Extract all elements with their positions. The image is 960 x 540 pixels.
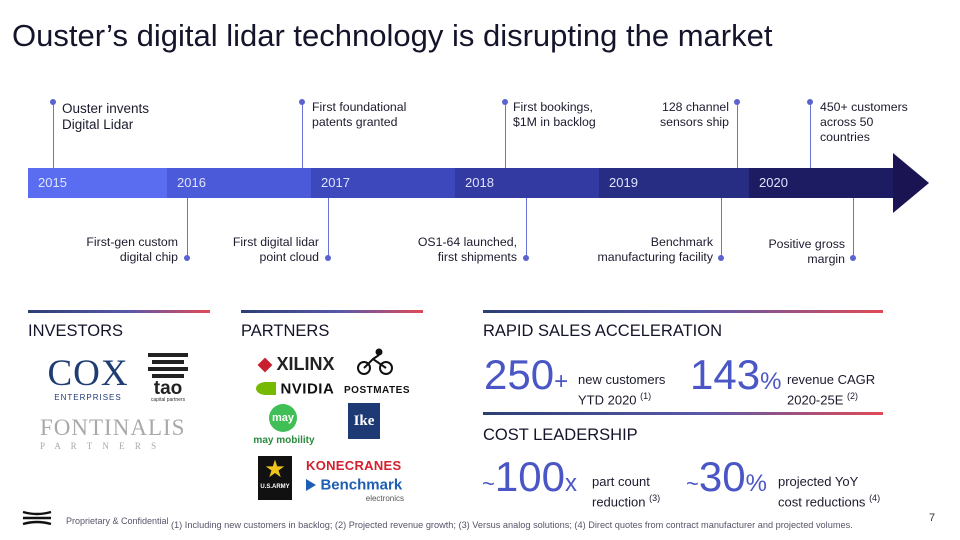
timeline-marker	[299, 99, 305, 105]
may-mobility-logo: may may mobility	[253, 404, 315, 448]
page-number: 7	[929, 512, 936, 524]
timeline-year-2017: 2017	[311, 168, 455, 198]
timeline-connector	[302, 104, 303, 168]
fontinalis-partners-logo: FONTINALIS P A R T N E R S	[40, 415, 186, 451]
timeline-connector	[526, 198, 527, 258]
timeline-year-2016: 2016	[167, 168, 311, 198]
timeline-connector	[505, 104, 506, 168]
stat-cost-reduction-label: projected YoY cost reductions (4)	[778, 474, 881, 510]
event-benchmark-facility: Benchmark manufacturing facility	[597, 235, 713, 264]
nvidia-eye-icon	[256, 382, 276, 396]
timeline-marker	[850, 255, 856, 261]
nvidia-logo: NVIDIA	[256, 380, 338, 398]
timeline: 2015 2016 2017 2018 2019 2020 Ouster inv…	[28, 99, 929, 266]
timeline-year-2019: 2019	[599, 168, 749, 198]
stat-part-count-value: ~100x	[482, 453, 577, 500]
timeline-connector	[737, 104, 738, 168]
army-star-icon: ★	[264, 456, 286, 483]
confidential-label: Proprietary & Confidential	[66, 516, 169, 526]
event-first-point-cloud: First digital lidar point cloud	[232, 235, 319, 264]
postmates-logo: POSTMATES	[344, 347, 409, 399]
xilinx-mark-icon	[257, 357, 273, 372]
timeline-connector	[853, 198, 854, 258]
event-450-customers: 450+ customers across 50 countries	[820, 100, 908, 144]
timeline-year-2015: 2015	[28, 168, 170, 198]
event-128-channel: 128 channel sensors ship	[659, 100, 729, 129]
timeline-marker	[325, 255, 331, 261]
timeline-connector	[187, 198, 188, 258]
timeline-marker	[523, 255, 529, 261]
stat-revenue-cagr-value: 143%	[690, 351, 782, 398]
may-mobility-badge: may	[269, 404, 297, 432]
event-ouster-invents: Ouster invents Digital Lidar	[62, 101, 150, 132]
partners-divider	[241, 310, 423, 313]
stat-revenue-cagr-label: revenue CAGR 2020-25E (2)	[787, 372, 876, 408]
event-first-bookings: First bookings, $1M in backlog	[513, 100, 596, 129]
stat-cost-reduction-value: ~30%	[686, 453, 767, 500]
timeline-year-2020: 2020	[749, 168, 895, 198]
ouster-logo-icon	[22, 510, 52, 526]
event-os1-64: OS1-64 launched, first shipments	[417, 235, 517, 264]
timeline-marker	[184, 255, 190, 261]
timeline-arrowhead	[893, 153, 929, 213]
timeline-connector	[810, 104, 811, 168]
event-positive-margin: Positive gross margin	[768, 237, 845, 266]
postmates-courier-icon	[355, 347, 395, 375]
timeline-marker	[50, 99, 56, 105]
investors-divider	[28, 310, 210, 313]
footnotes: (1) Including new customers in backlog; …	[171, 520, 853, 530]
partners-heading: PARTNERS	[241, 322, 330, 340]
cox-enterprises-logo: COX ENTERPRISES	[47, 353, 129, 402]
slide-title: Ouster’s digital lidar technology is dis…	[12, 18, 773, 53]
tao-capital-logo: tao capital partners	[148, 353, 188, 409]
stat-new-customers-label: new customers YTD 2020 (1)	[578, 372, 666, 408]
stat-new-customers-value: 250+	[484, 351, 569, 398]
timeline-marker	[807, 99, 813, 105]
investors-heading: INVESTORS	[28, 322, 124, 340]
timeline-marker	[734, 99, 740, 105]
xilinx-logo: XILINX	[257, 354, 342, 374]
event-patents-granted: First foundational patents granted	[312, 100, 407, 129]
timeline-connector	[53, 104, 54, 168]
cost-heading: COST LEADERSHIP	[483, 426, 638, 444]
konecranes-logo: KONECRANES	[306, 458, 402, 473]
sales-heading: RAPID SALES ACCELERATION	[483, 322, 723, 340]
sales-divider	[483, 310, 883, 313]
timeline-connector	[328, 198, 329, 258]
benchmark-logo: Benchmark electronics	[306, 476, 410, 504]
event-first-gen-chip: First-gen custom digital chip	[86, 235, 178, 264]
benchmark-arrow-icon	[306, 478, 316, 491]
ike-logo: Ike	[348, 403, 380, 439]
stat-part-count-label: part count reduction (3)	[592, 474, 661, 510]
us-army-logo: ★ U.S.ARMY	[258, 456, 292, 500]
timeline-marker	[502, 99, 508, 105]
timeline-marker	[718, 255, 724, 261]
timeline-connector	[721, 198, 722, 258]
cost-divider	[483, 412, 883, 415]
timeline-year-2018: 2018	[455, 168, 599, 198]
